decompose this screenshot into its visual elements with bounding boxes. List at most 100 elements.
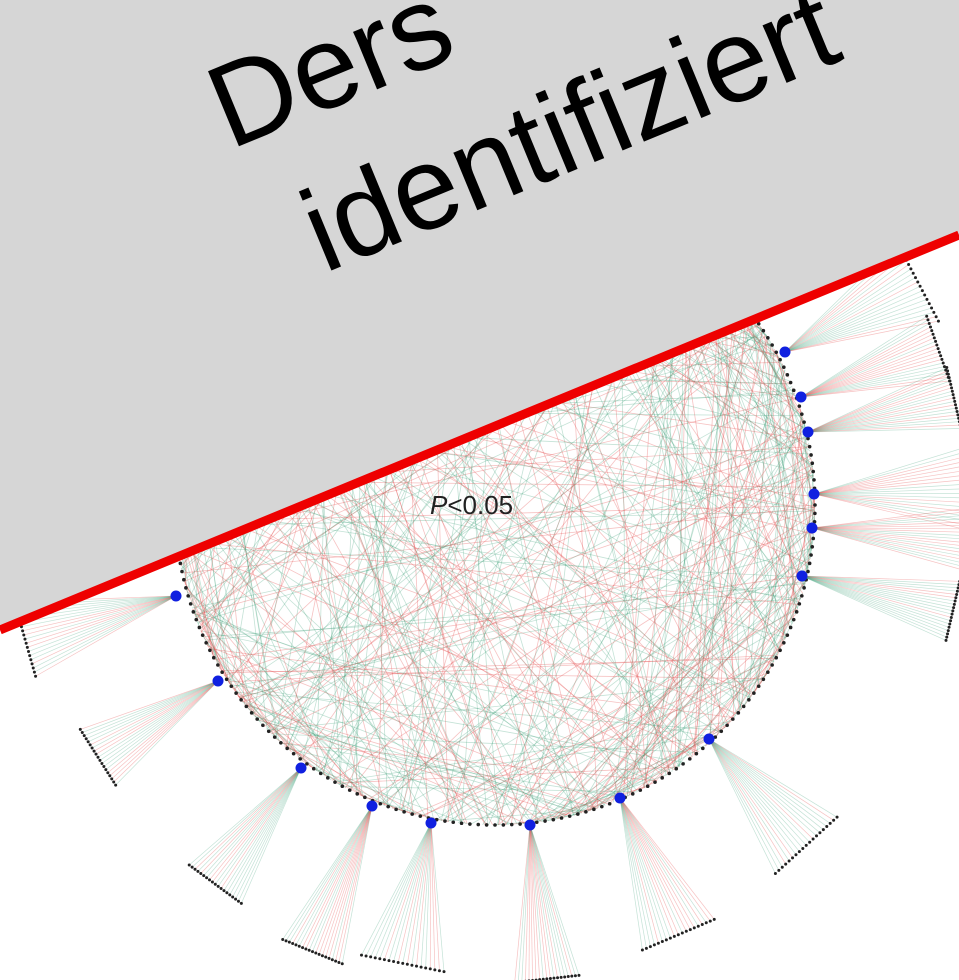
edge bbox=[203, 598, 802, 638]
edge bbox=[498, 525, 815, 826]
leaf-node bbox=[700, 922, 704, 926]
node-small bbox=[770, 663, 774, 667]
node-small bbox=[797, 602, 802, 606]
edge bbox=[733, 573, 808, 719]
fan-edge bbox=[708, 738, 838, 818]
fan-edge bbox=[308, 805, 373, 951]
node-small bbox=[197, 625, 202, 630]
edge bbox=[506, 331, 765, 825]
fan-edge bbox=[402, 822, 432, 964]
fan-edge bbox=[811, 527, 959, 549]
fan-edge bbox=[619, 797, 663, 942]
edge bbox=[666, 299, 741, 775]
hub-node bbox=[703, 733, 715, 745]
edge bbox=[294, 454, 812, 755]
edge bbox=[317, 425, 806, 772]
fan-edge bbox=[708, 738, 786, 865]
edge bbox=[245, 704, 586, 813]
leaf-node bbox=[359, 953, 363, 957]
edge bbox=[704, 578, 807, 747]
leaf-node bbox=[791, 856, 795, 860]
fan-edge bbox=[82, 680, 219, 733]
fan-edge bbox=[619, 797, 647, 949]
leaf-node bbox=[956, 586, 959, 590]
fan-edge bbox=[801, 575, 950, 625]
fan-edge bbox=[328, 805, 373, 959]
fan-edge bbox=[784, 312, 934, 353]
fan-edge bbox=[285, 805, 373, 942]
edge bbox=[246, 303, 744, 708]
edge bbox=[246, 706, 341, 786]
edge bbox=[510, 807, 598, 825]
fan-edge bbox=[708, 738, 821, 834]
fan-edge bbox=[800, 348, 939, 398]
fan-edge bbox=[813, 493, 959, 516]
leaf-node bbox=[320, 954, 324, 958]
node-small bbox=[766, 670, 770, 674]
edge bbox=[349, 301, 743, 791]
edge bbox=[725, 634, 788, 728]
leaf-node bbox=[25, 645, 29, 649]
fan-edge bbox=[318, 805, 373, 955]
fan-edge bbox=[29, 595, 177, 656]
node-small bbox=[809, 453, 813, 457]
fan-edge bbox=[784, 307, 932, 353]
fan-edge bbox=[811, 527, 959, 560]
fan-edge bbox=[800, 376, 949, 398]
leaf-node bbox=[566, 975, 570, 979]
fan-edge bbox=[800, 369, 946, 398]
fan-edge bbox=[226, 767, 302, 893]
node-small bbox=[813, 503, 817, 507]
edge bbox=[315, 769, 404, 812]
leaf-node bbox=[22, 633, 26, 637]
edge bbox=[647, 655, 778, 787]
edge bbox=[755, 418, 804, 691]
edge bbox=[381, 457, 812, 805]
leaf-node bbox=[936, 347, 940, 351]
leaf-node bbox=[231, 895, 235, 899]
edge bbox=[589, 742, 709, 812]
leaf-node bbox=[936, 319, 940, 323]
fan-edge bbox=[784, 316, 937, 353]
node-small bbox=[584, 810, 588, 814]
fan-edge bbox=[813, 457, 959, 495]
edge bbox=[271, 464, 813, 735]
fan-edge bbox=[528, 824, 531, 980]
leaf-node bbox=[927, 302, 931, 306]
edge bbox=[313, 768, 468, 825]
fan-edge bbox=[109, 680, 219, 777]
edge bbox=[258, 720, 597, 809]
edge bbox=[227, 681, 311, 767]
leaf-node bbox=[952, 606, 956, 610]
fan-edge bbox=[784, 277, 916, 353]
fan-edge bbox=[708, 738, 800, 852]
fan-edge bbox=[292, 805, 373, 944]
node-small bbox=[811, 469, 816, 474]
leaf-node bbox=[378, 957, 382, 961]
fan-edge bbox=[416, 822, 432, 967]
node-small bbox=[807, 561, 812, 566]
edge bbox=[192, 610, 255, 717]
node-small bbox=[451, 820, 456, 825]
node-small bbox=[736, 711, 741, 715]
edge bbox=[805, 494, 816, 580]
edge bbox=[752, 433, 808, 695]
edge bbox=[334, 721, 731, 783]
fan-edge bbox=[393, 822, 432, 962]
leaf-node bbox=[712, 917, 716, 921]
fan-edge bbox=[514, 824, 531, 980]
edge bbox=[336, 766, 679, 784]
leaf-node bbox=[552, 976, 556, 980]
edge bbox=[642, 336, 768, 790]
fan-edge bbox=[203, 767, 302, 876]
fan-edge bbox=[801, 575, 947, 641]
leaf-node bbox=[931, 332, 935, 336]
fan-edge bbox=[189, 767, 302, 866]
fan-edge bbox=[811, 527, 959, 553]
edge bbox=[383, 407, 801, 806]
edge bbox=[174, 501, 623, 799]
leaf-node bbox=[556, 976, 560, 980]
edge bbox=[710, 277, 721, 742]
fan-edge bbox=[33, 595, 177, 669]
node-small bbox=[810, 461, 815, 466]
